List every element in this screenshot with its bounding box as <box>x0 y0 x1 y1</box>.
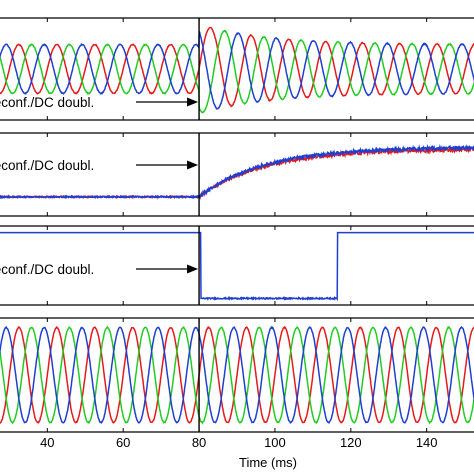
series-line-top-phase_c <box>0 31 474 110</box>
annotation-label: Reconf./DC doubl. <box>0 262 94 277</box>
annotation-label: Reconf./DC doubl. <box>0 158 94 173</box>
series-line-bottom-phase_a <box>0 325 474 424</box>
panel-second: Reconf./DC doubl. <box>0 132 474 217</box>
series-line-second-phase_c <box>0 143 474 200</box>
annotation-arrow-head <box>187 264 199 274</box>
series-line-top-phase_b <box>0 29 474 114</box>
panel-top: Reconf./DC doubl. <box>0 17 474 121</box>
series-line-bottom-phase_c <box>0 325 474 424</box>
x-axis-label: Time (ms) <box>239 455 297 470</box>
x-tick-label: 120 <box>340 435 362 450</box>
series-line-third-phase_c <box>0 231 474 302</box>
series-line-top-phase_a <box>0 26 474 108</box>
annotation-arrow-head <box>187 160 199 170</box>
panel-third: Reconf./DC doubl. <box>0 225 474 306</box>
annotation-arrow-head <box>187 97 199 107</box>
x-tick-label: 60 <box>116 435 130 450</box>
x-tick-label: 100 <box>264 435 286 450</box>
series-line-bottom-phase_b <box>0 325 474 425</box>
x-tick-label: 140 <box>416 435 438 450</box>
x-tick-label: 40 <box>40 435 54 450</box>
panel-bottom <box>0 317 474 433</box>
x-tick-label: 80 <box>192 435 206 450</box>
annotation-label: Reconf./DC doubl. <box>0 95 94 110</box>
